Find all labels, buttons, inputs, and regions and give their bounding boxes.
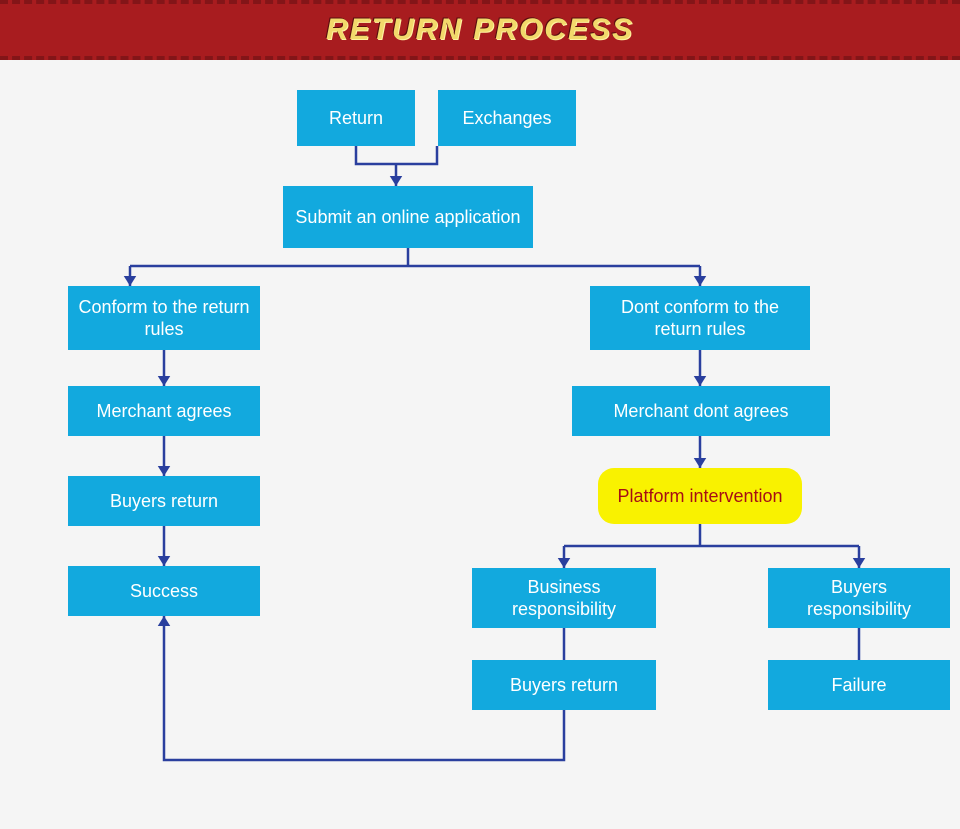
node-dontConform: Dont conform to the return rules [590,286,810,350]
node-success: Success [68,566,260,616]
node-bizResp: Business responsibility [472,568,656,628]
node-buyResp: Buyers responsibility [768,568,950,628]
node-exchanges: Exchanges [438,90,576,146]
node-buyRet2: Buyers return [472,660,656,710]
node-conform: Conform to the return rules [68,286,260,350]
flowchart-canvas: Return Exchanges Submit an online applicat… [0,60,960,829]
node-failure: Failure [768,660,950,710]
banner: RETURN PROCESS [0,0,960,60]
node-platform: Platform intervention [598,468,802,524]
node-buyRet1: Buyers return [68,476,260,526]
node-return: Return [297,90,415,146]
node-merchDont: Merchant dont agrees [572,386,830,436]
flow-lines [0,60,960,829]
page-title: RETURN PROCESS [326,13,634,47]
node-submit: Submit an online application [283,186,533,248]
node-merchAgree: Merchant agrees [68,386,260,436]
